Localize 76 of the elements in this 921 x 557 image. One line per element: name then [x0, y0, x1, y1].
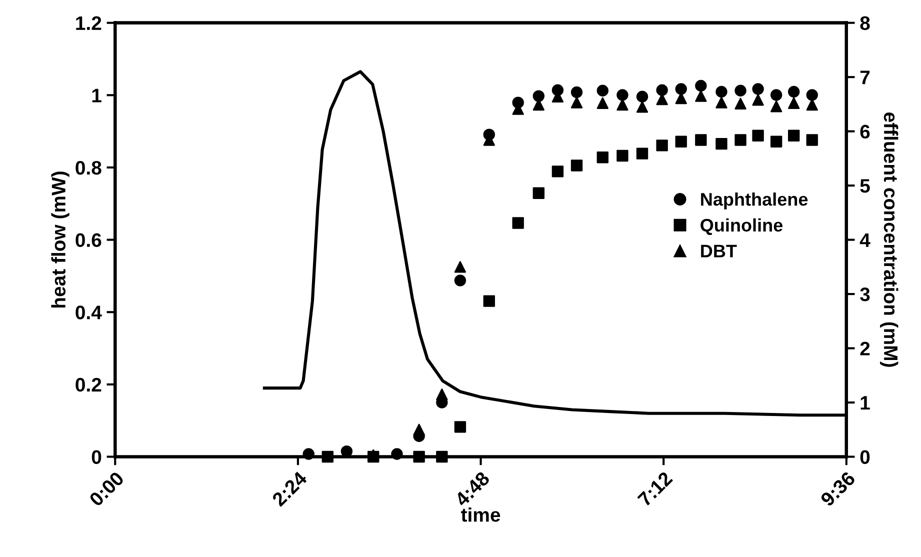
x-tick-label: 7:12 — [637, 470, 673, 507]
y-tick-label: 1.2 — [76, 16, 102, 30]
point — [636, 90, 648, 102]
y-tick-label: 0.8 — [76, 160, 102, 175]
point — [716, 138, 728, 150]
point — [695, 80, 707, 92]
point — [483, 295, 495, 307]
point — [552, 166, 564, 178]
point — [570, 96, 583, 108]
y2-tick-label: 5 — [860, 179, 870, 193]
y2-tick-label: 0 — [860, 450, 870, 464]
point — [596, 152, 608, 164]
point — [806, 134, 818, 146]
point — [570, 86, 583, 98]
y2-tick-label: 8 — [860, 16, 870, 30]
point — [770, 136, 782, 148]
point — [752, 83, 764, 95]
point — [532, 187, 544, 199]
point — [788, 97, 800, 109]
point — [636, 101, 648, 113]
point — [616, 89, 628, 101]
y-tick-label: 0.6 — [76, 233, 102, 248]
y2-tick-label: 4 — [860, 233, 870, 247]
y2-tick-label: 6 — [860, 124, 870, 139]
point — [532, 90, 544, 102]
point — [454, 421, 466, 433]
y-tick-label: 1 — [92, 88, 102, 102]
point — [656, 140, 668, 152]
point — [675, 83, 687, 95]
point — [454, 274, 466, 286]
point — [596, 97, 608, 109]
y2-tick-label: 2 — [860, 342, 870, 356]
point — [716, 96, 728, 108]
y-axis-title: heat flow (mW) — [51, 172, 70, 308]
y2-tick-label: 3 — [860, 287, 870, 302]
point — [734, 84, 746, 96]
point — [752, 130, 764, 142]
point — [436, 388, 448, 400]
point — [695, 134, 707, 146]
legend-label: Naphthalene — [701, 192, 808, 210]
y-tick-label: 0.4 — [76, 306, 102, 320]
point — [512, 217, 524, 229]
point — [636, 148, 648, 160]
y2-tick-label: 1 — [860, 396, 870, 410]
point — [788, 130, 800, 142]
point — [413, 450, 425, 463]
point — [322, 450, 334, 463]
y-tick-label: 0 — [92, 450, 102, 464]
point — [302, 448, 314, 460]
point — [752, 94, 764, 106]
x-tick-label: 4:48 — [454, 470, 490, 508]
point — [413, 424, 425, 436]
point — [454, 261, 466, 273]
point — [734, 134, 746, 146]
point — [675, 136, 687, 148]
point — [656, 84, 668, 96]
y-tick-label: 0.2 — [76, 378, 102, 392]
x-tick-label: 0:00 — [88, 470, 125, 508]
point — [770, 100, 782, 112]
point — [391, 448, 403, 460]
x-axis-title: time — [461, 507, 500, 522]
legend-label: DBT — [701, 244, 737, 258]
point — [770, 89, 782, 101]
point — [616, 150, 628, 162]
point — [716, 86, 728, 98]
point — [806, 89, 818, 101]
x-tick-label: 9:36 — [820, 470, 856, 508]
legend-label: Quinoline — [700, 218, 783, 235]
y2-tick-label: 7 — [860, 70, 870, 84]
point — [596, 84, 608, 96]
point — [436, 450, 448, 463]
point — [695, 90, 707, 102]
point — [788, 86, 800, 98]
y2-axis-title: effluent concentration (mM) — [880, 112, 898, 367]
point — [570, 160, 583, 172]
point — [734, 98, 746, 110]
